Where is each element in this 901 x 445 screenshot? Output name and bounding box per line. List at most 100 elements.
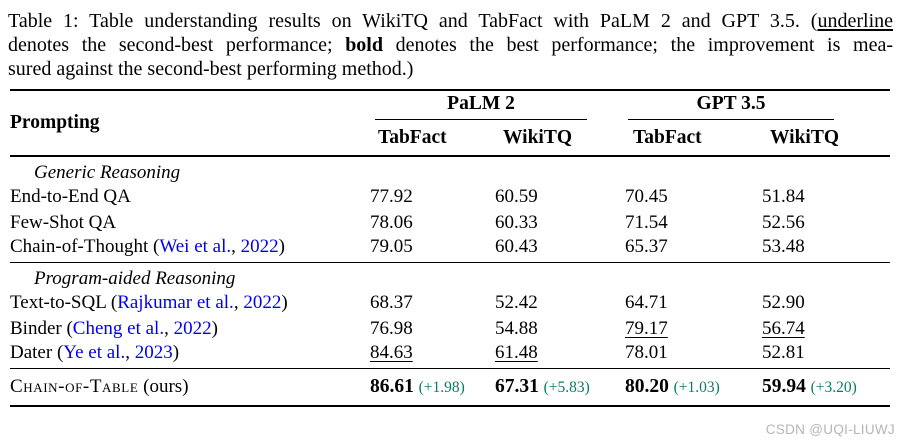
improvement-delta: (+3.20): [810, 378, 857, 396]
method-label-cell: Few-Shot QA: [10, 210, 370, 236]
table-row: End-to-End QA 77.92 60.59 70.45 51.84: [10, 184, 890, 210]
table-caption: Table 1: Table understanding results on …: [8, 9, 893, 81]
table-row-chain-of-table: Chain-of-Table (ours) 86.61 (+1.98) 67.3…: [10, 369, 890, 406]
csdn-watermark: CSDN @UQI-LIUWJ: [765, 422, 895, 437]
method-label-cell: Text-to-SQL (Rajkumar et al., 2022): [10, 290, 370, 316]
column-header-palm2-wikitq: WikiTQ: [495, 121, 626, 157]
section-title: Program-aided Reasoning: [34, 268, 236, 289]
result-value: 86.61: [370, 375, 414, 397]
value-cell: 77.92: [370, 186, 413, 207]
value-cell: 64.71: [625, 292, 668, 313]
method-label-cell: Dater (Ye et al., 2023): [10, 342, 370, 369]
group-header-row: Prompting PaLM 2 GPT 3.5: [10, 90, 890, 157]
group-label-palm2: PaLM 2: [375, 93, 588, 120]
method-name-suffix: ): [211, 318, 218, 339]
value-cell: 60.43: [495, 236, 538, 257]
improvement-delta: (+1.03): [673, 378, 720, 396]
improvement-delta: (+5.83): [543, 378, 590, 396]
citation-separator: ,: [164, 318, 174, 339]
value-cell: 86.61 (+1.98): [370, 369, 495, 406]
value-cell: 79.05: [370, 236, 413, 257]
group-header-gpt35: GPT 3.5: [625, 90, 890, 121]
table-row: Chain-of-Thought (Wei et al., 2022) 79.0…: [10, 236, 890, 263]
citation-author-link[interactable]: Rajkumar et al.: [117, 292, 234, 313]
method-name-chain-of-table: Chain-of-Table: [10, 375, 139, 397]
method-label-cell: Chain-of-Table (ours): [10, 369, 370, 406]
value-cell: 61.48: [495, 342, 538, 363]
section-title-row: Program-aided Reasoning: [10, 263, 890, 291]
method-name: End-to-End QA: [10, 186, 131, 207]
column-header-gpt35-tabfact: TabFact: [625, 121, 763, 157]
value-cell: 80.20 (+1.03): [625, 369, 762, 406]
caption-text: Table 1: Table understanding results on …: [8, 10, 818, 32]
value-cell: 65.37: [625, 236, 668, 257]
method-name: Binder (: [10, 318, 73, 339]
value-cell: 71.54: [625, 212, 668, 233]
citation-year-link[interactable]: 2022: [173, 318, 212, 339]
group-header-palm2: PaLM 2: [370, 90, 625, 121]
result-value: 59.94: [762, 375, 806, 397]
citation-year-link[interactable]: 2022: [240, 236, 279, 257]
method-name: Text-to-SQL (: [10, 292, 118, 313]
method-name: Few-Shot QA: [10, 212, 117, 233]
value-cell: 78.06: [370, 212, 413, 233]
column-header-gpt35-wikitq: WikiTQ: [762, 121, 891, 157]
method-name-suffix: ): [281, 292, 288, 313]
final-result-row-section: Chain-of-Table (ours) 86.61 (+1.98) 67.3…: [10, 368, 891, 406]
citation-separator: ,: [231, 236, 241, 257]
section-generic-reasoning: Generic Reasoning End-to-End QA 77.92 60…: [10, 156, 890, 263]
caption-text: sured against the second-best performing…: [8, 58, 414, 80]
value-cell: 70.45: [625, 186, 668, 207]
value-cell: 53.48: [762, 236, 805, 257]
method-name: Dater (: [10, 342, 64, 363]
citation-author-link[interactable]: Ye et al.: [63, 342, 126, 363]
value-cell: 76.98: [370, 318, 413, 339]
caption-line-2: denotes the second-best performance; bol…: [8, 33, 893, 57]
value-cell: 68.37: [370, 292, 413, 313]
method-ours-suffix: (ours): [138, 375, 189, 397]
value-cell: 52.90: [762, 292, 805, 313]
value-cell: 59.94 (+3.20): [762, 369, 890, 406]
improvement-delta: (+1.98): [418, 378, 465, 396]
value-cell: 60.59: [495, 186, 538, 207]
value-cell: 52.81: [762, 342, 805, 363]
citation-separator: ,: [125, 342, 135, 363]
section-title: Generic Reasoning: [34, 162, 181, 183]
method-name-suffix: ): [172, 342, 180, 363]
value-cell: 52.56: [762, 212, 805, 233]
column-header-prompting: Prompting: [10, 90, 370, 157]
citation-year-link[interactable]: 2023: [134, 342, 173, 363]
value-cell: 51.84: [762, 186, 805, 207]
table-row: Dater (Ye et al., 2023) 84.63 61.48 78.0…: [10, 342, 890, 369]
sub-header-row: TabFact WikiTQ TabFact WikiTQ: [10, 121, 891, 157]
value-cell: 84.63: [370, 342, 413, 363]
table-row: Binder (Cheng et al., 2022) 76.98 54.88 …: [10, 316, 890, 342]
value-cell: 79.17: [625, 318, 668, 339]
table-row: Few-Shot QA 78.06 60.33 71.54 52.56: [10, 210, 890, 236]
result-value: 80.20: [625, 375, 669, 397]
value-cell: 67.31 (+5.83): [495, 369, 625, 406]
method-name: Chain-of-Thought (: [10, 236, 160, 257]
citation-separator: ,: [233, 292, 244, 313]
section-title-row: Generic Reasoning: [10, 156, 890, 184]
column-header-palm2-tabfact: TabFact: [370, 121, 495, 157]
citation-author-link[interactable]: Wei et al.: [159, 236, 232, 257]
group-label-gpt35: GPT 3.5: [628, 93, 835, 120]
value-cell: 60.33: [495, 212, 538, 233]
caption-underline-word: underline: [817, 10, 893, 32]
value-cell: 56.74: [762, 318, 805, 339]
caption-text: denotes the best performance; the improv…: [383, 34, 894, 56]
value-cell: 54.88: [495, 318, 538, 339]
method-label-cell: Binder (Cheng et al., 2022): [10, 316, 370, 342]
method-label-cell: Chain-of-Thought (Wei et al., 2022): [10, 236, 370, 263]
citation-author-link[interactable]: Cheng et al.: [72, 318, 165, 339]
caption-line-1: Table 1: Table understanding results on …: [8, 9, 893, 33]
table-row: Text-to-SQL (Rajkumar et al., 2022) 68.3…: [10, 290, 890, 316]
method-name-suffix: ): [278, 236, 285, 257]
citation-year-link[interactable]: 2022: [243, 292, 282, 313]
caption-line-3: sured against the second-best performing…: [8, 57, 893, 81]
caption-text: denotes the second-best performance;: [8, 34, 346, 56]
results-table: Prompting PaLM 2 GPT 3.5 TabFact WikiTQ …: [10, 89, 891, 407]
value-cell: 52.42: [495, 292, 538, 313]
caption-bold-word: bold: [345, 34, 383, 56]
